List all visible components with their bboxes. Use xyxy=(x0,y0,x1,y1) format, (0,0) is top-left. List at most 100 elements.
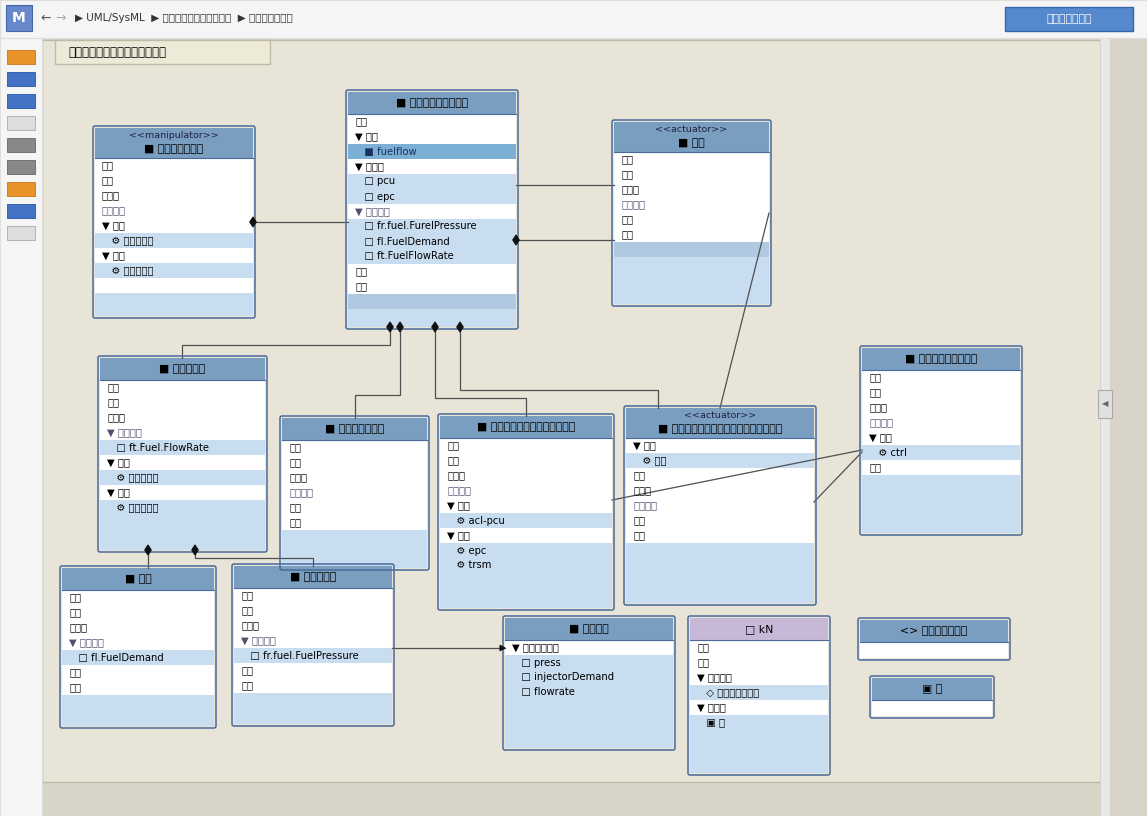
Bar xyxy=(100,380,265,395)
Text: □ press: □ press xyxy=(512,658,561,667)
Bar xyxy=(234,588,392,603)
Text: ⚙ 操作: ⚙ 操作 xyxy=(633,455,666,465)
Bar xyxy=(62,635,214,650)
Text: ■ パワーサブシステム: ■ パワーサブシステム xyxy=(396,98,468,108)
Bar xyxy=(62,665,214,680)
Bar xyxy=(62,568,214,590)
Bar xyxy=(1100,38,1110,816)
Bar xyxy=(100,515,265,550)
Text: 操作: 操作 xyxy=(289,442,301,453)
Bar xyxy=(7,50,36,64)
Bar xyxy=(626,528,814,543)
Text: バリュー: バリュー xyxy=(289,487,313,498)
Bar xyxy=(440,438,612,608)
Bar xyxy=(234,693,392,724)
Text: バリュー: バリュー xyxy=(621,199,645,210)
Bar xyxy=(348,249,516,264)
Bar xyxy=(348,189,516,204)
Bar xyxy=(872,678,992,700)
Text: ▼ パート: ▼ パート xyxy=(356,162,384,171)
Bar xyxy=(614,152,768,304)
Text: 制約: 制約 xyxy=(447,455,459,465)
Bar xyxy=(7,116,36,130)
Text: □ fl.FuelDemand: □ fl.FuelDemand xyxy=(69,653,164,663)
Bar xyxy=(440,453,612,468)
Bar xyxy=(505,700,673,748)
Bar xyxy=(95,248,253,263)
Bar xyxy=(690,670,828,685)
Text: 制約: 制約 xyxy=(107,397,119,407)
Text: パート: パート xyxy=(69,623,87,632)
Text: 操作: 操作 xyxy=(356,117,367,126)
Bar xyxy=(7,138,36,152)
Text: ■ 前輪: ■ 前輪 xyxy=(678,138,705,148)
Bar xyxy=(348,219,516,234)
Bar xyxy=(234,678,392,693)
Text: ⚙ acl-pcu: ⚙ acl-pcu xyxy=(447,516,505,526)
Bar xyxy=(690,730,828,773)
Text: ▼ バリュー: ▼ バリュー xyxy=(107,428,142,437)
Bar xyxy=(626,438,814,603)
Bar xyxy=(626,468,814,483)
Text: 制約: 制約 xyxy=(869,388,881,397)
Text: ◇ キロニュートン: ◇ キロニュートン xyxy=(697,688,759,698)
Bar xyxy=(626,543,814,603)
Text: 操作: 操作 xyxy=(621,154,633,165)
Bar xyxy=(95,173,253,188)
Bar xyxy=(626,438,814,453)
Text: 操作: 操作 xyxy=(107,383,119,392)
Text: 制約: 制約 xyxy=(241,605,253,615)
Text: ⚙ 出力ポート: ⚙ 出力ポート xyxy=(107,503,158,512)
Text: <> キロニュートン: <> キロニュートン xyxy=(900,626,968,636)
Bar xyxy=(690,618,828,640)
Bar xyxy=(614,257,768,304)
Text: パート: パート xyxy=(869,402,887,413)
Bar xyxy=(348,92,516,114)
Text: パート: パート xyxy=(289,472,307,482)
Polygon shape xyxy=(500,645,505,650)
Bar xyxy=(348,129,516,144)
Text: →: → xyxy=(55,11,65,24)
Text: ▼ 出力: ▼ 出力 xyxy=(102,251,125,260)
Polygon shape xyxy=(145,545,151,555)
Text: 入力: 入力 xyxy=(241,666,253,676)
Bar xyxy=(348,234,516,249)
Text: ⚙ ctrl: ⚙ ctrl xyxy=(869,447,907,458)
Text: ▶ UML/SysML  ▶ システムアーキテクチャ  ▶ ブロック定義図: ▶ UML/SysML ▶ システムアーキテクチャ ▶ ブロック定義図 xyxy=(75,13,292,23)
Bar xyxy=(100,410,265,425)
Bar xyxy=(348,279,516,294)
Text: ▼ バリュー: ▼ バリュー xyxy=(69,637,104,648)
Bar xyxy=(614,167,768,182)
Text: □ ft.FuelFlowRate: □ ft.FuelFlowRate xyxy=(356,251,454,261)
Text: クルーズコントロールシステム: クルーズコントロールシステム xyxy=(68,46,166,59)
Bar xyxy=(234,618,392,633)
Text: ▼ 入力: ▼ 入力 xyxy=(869,432,892,442)
Bar xyxy=(62,620,214,635)
Bar xyxy=(614,242,768,257)
Text: ■ バッテリパック: ■ バッテリパック xyxy=(325,424,384,434)
Bar xyxy=(1098,390,1111,418)
Text: パート: パート xyxy=(633,486,651,495)
Text: □ injectorDemand: □ injectorDemand xyxy=(512,672,614,682)
Bar xyxy=(505,655,673,670)
Bar xyxy=(690,655,828,670)
Text: 制約: 制約 xyxy=(289,458,301,468)
Text: M: M xyxy=(13,11,26,25)
Text: ■ パワーコントロールユニット: ■ パワーコントロールユニット xyxy=(477,422,575,432)
Bar xyxy=(860,620,1008,642)
Bar xyxy=(282,485,427,500)
Bar xyxy=(626,453,814,468)
Text: ■ 燃料: ■ 燃料 xyxy=(125,574,151,584)
Bar xyxy=(440,558,612,573)
Bar xyxy=(95,293,253,316)
Bar xyxy=(282,440,427,455)
Bar xyxy=(95,158,253,173)
Bar xyxy=(440,483,612,498)
Bar xyxy=(234,648,392,663)
Bar xyxy=(690,640,828,773)
Bar xyxy=(348,114,516,129)
Text: ▼ 制約パラメタ: ▼ 制約パラメタ xyxy=(512,642,559,653)
Bar xyxy=(626,408,814,438)
Text: 制約: 制約 xyxy=(69,607,81,618)
Text: ⚙ 出力ポート: ⚙ 出力ポート xyxy=(102,265,154,276)
